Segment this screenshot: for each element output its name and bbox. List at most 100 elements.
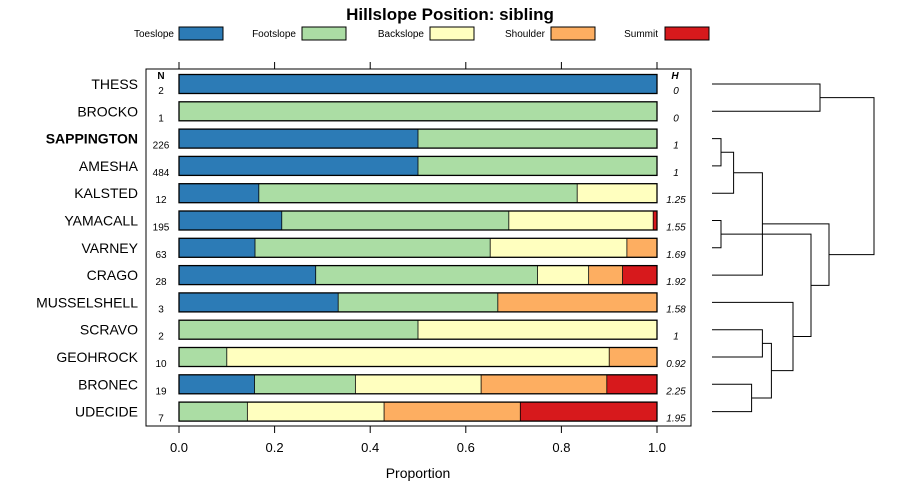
n-value: 3 — [158, 304, 164, 315]
legend: Toeslope Footslope Backslope Shoulder Summit — [134, 26, 710, 41]
bar-segment-footslope — [179, 101, 657, 121]
bar-segment-footslope — [418, 129, 657, 149]
dendrogram-branch — [712, 329, 763, 358]
legend-label-toeslope: Toeslope — [134, 29, 174, 40]
n-value: 19 — [155, 386, 167, 397]
bar-segment-toeslope — [179, 74, 657, 94]
row-label: KALSTED — [74, 185, 138, 201]
chart-title: Hillslope Position: sibling — [346, 5, 554, 24]
n-column-header: N — [157, 71, 164, 82]
n-value: 226 — [153, 141, 170, 152]
bar-segment-footslope — [179, 402, 248, 422]
bar-segment-toeslope — [179, 129, 418, 149]
bar-row-udecide: UDECIDE 7 1.95 — [75, 401, 686, 425]
legend-swatch-backslope — [429, 26, 475, 41]
bar-row-bronec: BRONEC 19 2.25 — [78, 374, 686, 397]
dendrogram-branch — [712, 383, 753, 413]
x-axis: 0.0 0.2 0.4 0.6 0.8 1.0 — [170, 62, 666, 455]
bar-row-kalsted: KALSTED 12 1.25 — [74, 183, 686, 206]
bar-segment-shoulder — [626, 238, 657, 258]
bar-segment-footslope — [179, 347, 227, 367]
h-value: 1.58 — [666, 304, 686, 315]
n-value: 1 — [158, 113, 164, 124]
bar-segment-backslope — [418, 320, 657, 340]
bar-outline — [178, 264, 658, 286]
bar-outline — [178, 128, 658, 149]
dendrogram-branch — [712, 138, 722, 167]
n-value: 28 — [155, 277, 167, 288]
h-value: 2.25 — [665, 386, 686, 397]
bar-segment-footslope — [254, 374, 356, 394]
x-tick-label: 0.0 — [170, 440, 188, 455]
dendrogram — [712, 83, 875, 413]
bar-segment-footslope — [281, 211, 509, 230]
row-label: BROCKO — [77, 103, 138, 119]
dendrogram-branch — [712, 151, 735, 194]
bar-segment-backslope — [355, 374, 482, 394]
n-value: 2 — [158, 86, 164, 97]
bar-segment-toeslope — [179, 211, 282, 230]
row-label: AMESHA — [79, 158, 139, 174]
h-value: 0 — [673, 113, 679, 124]
bar-row-sappington: SAPPINGTON 226 1 — [46, 128, 679, 152]
row-label: VARNEY — [81, 240, 138, 256]
bar-row-yamacall: YAMACALL 195 1.55 — [64, 210, 686, 234]
bar-segment-shoulder — [588, 265, 623, 285]
h-value: 1.55 — [666, 223, 686, 234]
bar-outline — [178, 346, 658, 368]
h-value: 1.95 — [666, 414, 686, 425]
x-axis-label: Proportion — [386, 465, 451, 481]
bar-segment-footslope — [258, 183, 578, 203]
bar-segment-shoulder — [609, 347, 657, 367]
bar-segment-summit — [653, 211, 657, 230]
n-value: 12 — [155, 195, 167, 206]
bar-outline — [178, 292, 658, 313]
h-value: 0.92 — [666, 359, 686, 370]
bar-segment-footslope — [255, 238, 491, 258]
plot-frame — [145, 68, 692, 427]
bar-row-brocko: BROCKO 1 0 — [77, 101, 679, 124]
bar-segment-toeslope — [179, 292, 339, 312]
bar-segment-footslope — [338, 292, 498, 312]
bar-segment-summit — [606, 374, 657, 394]
bar-segment-backslope — [247, 402, 385, 422]
row-label: BRONEC — [78, 376, 138, 392]
x-tick-label: 0.8 — [552, 440, 570, 455]
bar-outline — [178, 101, 658, 122]
h-value: 1 — [673, 168, 679, 179]
bar-row-scravo: SCRAVO 2 1 — [80, 319, 679, 343]
bar-segment-summit — [520, 402, 657, 422]
dendrogram-branch — [712, 220, 722, 249]
bar-segment-toeslope — [179, 374, 255, 394]
bar-outline — [178, 210, 658, 231]
row-label: GEOHROCK — [56, 349, 138, 365]
row-label: THESS — [91, 76, 138, 92]
h-column-header: H — [671, 71, 679, 82]
bar-segment-toeslope — [179, 156, 418, 176]
legend-label-summit: Summit — [624, 29, 658, 40]
bar-segment-backslope — [577, 183, 657, 203]
row-label: CRAGO — [87, 267, 138, 283]
bar-row-geohrock: GEOHROCK 10 0.92 — [56, 346, 686, 370]
dendrogram-branch — [820, 97, 875, 256]
h-value: 1 — [673, 332, 679, 343]
bar-outline — [178, 237, 658, 258]
bar-segment-summit — [622, 265, 657, 285]
n-value: 63 — [155, 250, 167, 261]
bar-outline — [178, 73, 658, 95]
bar-outline — [178, 183, 658, 204]
bar-segment-backslope — [537, 265, 589, 285]
bar-outline — [178, 401, 658, 422]
row-label: MUSSELSHELL — [36, 294, 138, 310]
bar-segment-shoulder — [497, 292, 657, 312]
n-value: 2 — [158, 332, 164, 343]
bar-segment-toeslope — [179, 183, 259, 203]
bar-segment-backslope — [226, 347, 610, 367]
bar-outline — [178, 319, 658, 340]
n-value: 7 — [158, 414, 164, 425]
row-label: YAMACALL — [64, 213, 138, 229]
row-label: SCRAVO — [80, 322, 138, 338]
bar-row-musselshell: MUSSELSHELL 3 1.58 — [36, 292, 686, 315]
dendrogram-branch — [762, 223, 830, 286]
